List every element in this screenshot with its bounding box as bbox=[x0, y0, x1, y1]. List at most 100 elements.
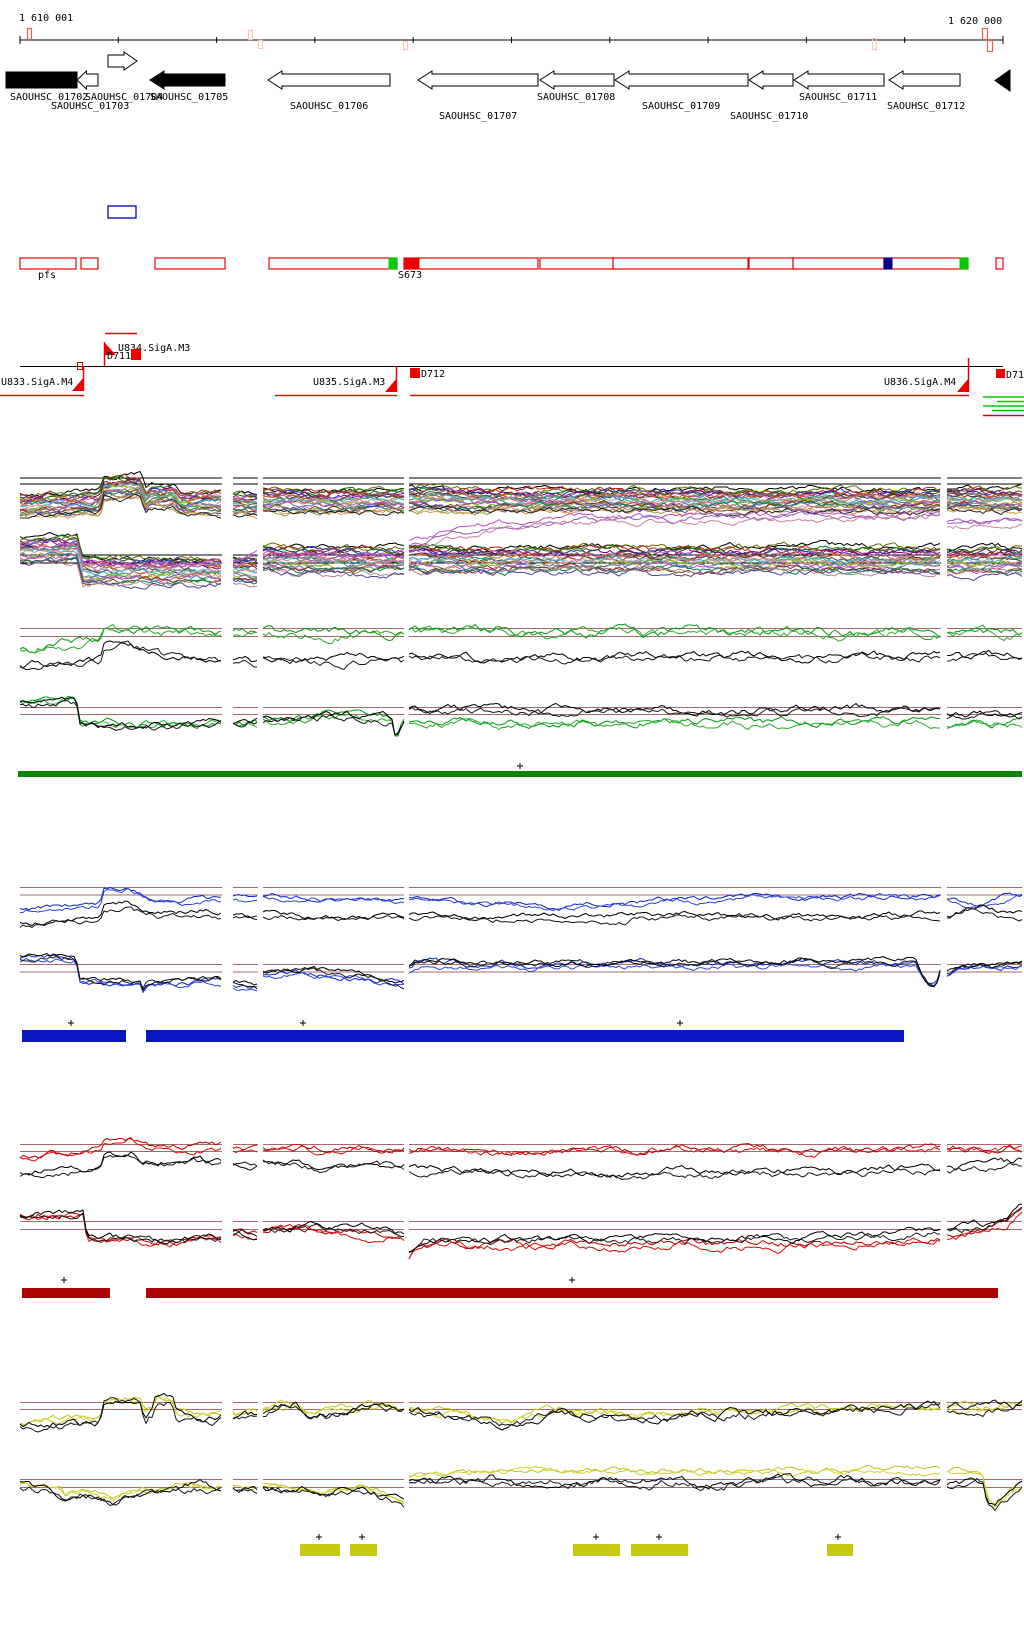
green-expression-bar[interactable] bbox=[18, 771, 1022, 777]
segment-box[interactable] bbox=[612, 257, 749, 270]
gene-arrow[interactable] bbox=[76, 69, 99, 91]
annotation-box[interactable] bbox=[410, 368, 420, 378]
plus-mark bbox=[300, 1020, 306, 1026]
annotation-label: U836.SigA.M4 bbox=[884, 377, 956, 388]
signal-line bbox=[19, 958, 1023, 992]
signal-line bbox=[19, 1154, 1022, 1180]
ruler-start-coordinate: 1 610 001 bbox=[19, 13, 73, 24]
gene-arrow[interactable] bbox=[267, 70, 391, 90]
yellow-expression-bar[interactable] bbox=[827, 1544, 853, 1556]
segment-box[interactable] bbox=[995, 257, 1004, 270]
plus-mark bbox=[593, 1534, 599, 1540]
annotation-flag[interactable] bbox=[104, 342, 116, 355]
segment-box[interactable] bbox=[154, 257, 226, 270]
segment-block[interactable] bbox=[388, 257, 398, 270]
gene-arrow[interactable] bbox=[539, 70, 615, 90]
signal-line bbox=[19, 697, 1023, 736]
signal-line bbox=[19, 1475, 1023, 1511]
signal-line bbox=[19, 1473, 1023, 1506]
segment-box[interactable] bbox=[80, 257, 99, 270]
yellow-expression-bar[interactable] bbox=[350, 1544, 377, 1556]
signal-line bbox=[19, 1394, 1023, 1426]
gene-label: SAOUHSC_01702 bbox=[10, 92, 88, 103]
segment-box[interactable] bbox=[19, 257, 77, 270]
annotation-label: D712 bbox=[421, 369, 445, 380]
plus-mark bbox=[316, 1534, 322, 1540]
ruler-mark bbox=[981, 27, 989, 41]
gene-label: SAOUHSC_01705 bbox=[150, 92, 228, 103]
signal-line bbox=[19, 640, 1023, 669]
signal-line bbox=[19, 1137, 1023, 1162]
segment-box[interactable] bbox=[748, 257, 794, 270]
yellow-expression-bar[interactable] bbox=[573, 1544, 620, 1556]
signal-line bbox=[19, 488, 1023, 514]
gene-arrow[interactable] bbox=[994, 69, 1011, 92]
yellow-expression-bar[interactable] bbox=[300, 1544, 340, 1556]
blue-expression-bar[interactable] bbox=[146, 1030, 904, 1042]
segment-box[interactable] bbox=[268, 257, 398, 270]
segment-block[interactable] bbox=[959, 257, 969, 270]
signal-line bbox=[19, 697, 1023, 736]
gene-arrow[interactable] bbox=[793, 70, 885, 90]
signal-line bbox=[19, 535, 1023, 567]
signal-line bbox=[19, 953, 1023, 991]
segment-box[interactable] bbox=[403, 257, 539, 270]
signal-line bbox=[19, 696, 1023, 737]
signal-line bbox=[20, 494, 1023, 519]
plus-mark bbox=[835, 1534, 841, 1540]
signal-line bbox=[19, 956, 1023, 990]
signal-line bbox=[20, 888, 1023, 913]
signal-group-blue-condition bbox=[19, 887, 1023, 993]
gene-label: SAOUHSC_01703 bbox=[51, 101, 129, 112]
gene-arrow[interactable] bbox=[149, 70, 226, 90]
signal-line bbox=[19, 514, 1023, 572]
segment-track: pfs S673 bbox=[19, 257, 1004, 281]
gene-label: SAOUHSC_01712 bbox=[887, 101, 965, 112]
segment-block[interactable] bbox=[403, 257, 420, 270]
signal-line bbox=[19, 491, 1023, 517]
signal-line bbox=[19, 1208, 1023, 1259]
annotation-box[interactable] bbox=[996, 369, 1005, 378]
ruler-mark bbox=[257, 39, 264, 50]
gene-arrow[interactable] bbox=[107, 51, 138, 71]
yellow-expression-bar[interactable] bbox=[631, 1544, 688, 1556]
blue-expression-bar[interactable] bbox=[22, 1030, 126, 1042]
annotation-box[interactable] bbox=[131, 349, 141, 360]
segment-block[interactable] bbox=[883, 257, 893, 270]
probe-box[interactable] bbox=[107, 205, 137, 219]
signal-line bbox=[19, 887, 1023, 911]
ruler-mark bbox=[871, 37, 878, 51]
gene-arrow[interactable] bbox=[5, 71, 78, 89]
gene-label: SAOUHSC_01706 bbox=[290, 101, 368, 112]
annotation-label: D711 bbox=[107, 351, 131, 362]
annotation-flag[interactable] bbox=[72, 377, 84, 391]
annotation-flag[interactable] bbox=[957, 378, 969, 392]
ruler-track: 1 610 001 1 620 000 bbox=[19, 13, 1004, 53]
annotation-flag[interactable] bbox=[385, 378, 397, 392]
signal-group-green-condition bbox=[19, 623, 1023, 737]
annotation-label: U834.SigA.M3 bbox=[118, 343, 190, 354]
ruler-mark bbox=[247, 29, 254, 41]
expression-bar-tracks bbox=[18, 763, 1022, 1556]
gene-arrow[interactable] bbox=[888, 70, 961, 90]
segment-box[interactable] bbox=[792, 257, 885, 270]
gene-arrow[interactable] bbox=[614, 70, 749, 90]
segment-box[interactable] bbox=[883, 257, 969, 270]
darkred-expression-bar[interactable] bbox=[22, 1288, 110, 1298]
gene-label: SAOUHSC_01711 bbox=[799, 92, 877, 103]
gene-arrow[interactable] bbox=[417, 70, 539, 90]
signal-line bbox=[19, 623, 1023, 654]
signal-line bbox=[19, 1138, 1023, 1159]
segment-box[interactable] bbox=[539, 257, 614, 270]
annotation-open-box bbox=[77, 362, 83, 370]
signal-group-red-condition bbox=[19, 1137, 1023, 1260]
gene-label: SAOUHSC_01708 bbox=[537, 92, 615, 103]
annotation-label: D71 bbox=[1006, 370, 1024, 381]
signal-line bbox=[19, 624, 1023, 654]
signal-group-yellow-condition bbox=[19, 1393, 1023, 1511]
annotation-label: U833.SigA.M4 bbox=[1, 377, 73, 388]
gene-arrow[interactable] bbox=[748, 70, 794, 90]
gene-label: SAOUHSC_01707 bbox=[439, 111, 517, 122]
darkred-expression-bar[interactable] bbox=[146, 1288, 998, 1298]
